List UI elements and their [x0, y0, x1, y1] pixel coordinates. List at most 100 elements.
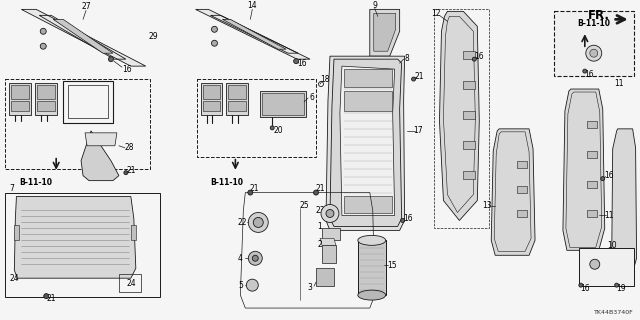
Bar [587, 151, 596, 158]
Text: 16: 16 [604, 171, 614, 180]
Text: 28: 28 [124, 143, 134, 152]
Bar [14, 225, 19, 240]
Polygon shape [340, 66, 395, 215]
Text: 6: 6 [310, 93, 314, 102]
Text: 25: 25 [300, 201, 309, 210]
Circle shape [248, 251, 262, 265]
Text: 3: 3 [308, 283, 312, 292]
Text: FR.: FR. [588, 9, 610, 22]
Polygon shape [53, 19, 113, 53]
Text: 17: 17 [413, 126, 422, 135]
Text: 29: 29 [149, 32, 159, 41]
Text: 16: 16 [297, 59, 307, 68]
Text: 5: 5 [238, 281, 243, 290]
Circle shape [579, 283, 583, 287]
Text: 18: 18 [320, 75, 330, 84]
Text: 21: 21 [415, 72, 424, 81]
Text: 24: 24 [10, 274, 19, 283]
Text: 20: 20 [273, 126, 283, 135]
Polygon shape [374, 13, 396, 51]
Text: 16: 16 [584, 69, 594, 79]
Bar [12, 85, 29, 99]
Circle shape [248, 212, 268, 232]
Bar [5, 79, 150, 169]
Bar [322, 228, 340, 240]
Circle shape [248, 190, 253, 195]
Polygon shape [612, 129, 637, 272]
Circle shape [314, 190, 319, 195]
Circle shape [590, 259, 600, 269]
Polygon shape [81, 131, 119, 180]
Text: 11: 11 [604, 211, 614, 220]
Bar [316, 268, 334, 286]
Text: 14: 14 [248, 1, 257, 10]
Bar [344, 196, 392, 213]
Circle shape [211, 26, 218, 32]
Bar [463, 51, 476, 59]
Bar [322, 245, 336, 263]
Bar [358, 240, 386, 295]
Circle shape [124, 171, 128, 175]
Text: 10: 10 [607, 241, 616, 250]
Text: 4: 4 [238, 254, 243, 263]
Text: 13: 13 [483, 201, 492, 210]
Polygon shape [196, 9, 310, 59]
Bar [344, 69, 392, 87]
Polygon shape [440, 12, 479, 220]
Bar [517, 211, 527, 218]
Bar [68, 85, 108, 118]
Bar [200, 83, 223, 115]
Bar [228, 101, 246, 111]
Text: 16: 16 [580, 284, 589, 293]
Bar [202, 85, 220, 99]
Bar [202, 101, 220, 111]
Circle shape [44, 294, 49, 299]
Bar [35, 83, 57, 115]
Polygon shape [326, 56, 404, 230]
Bar [344, 91, 392, 111]
Text: 8: 8 [404, 54, 409, 63]
Bar [517, 161, 527, 168]
Bar [587, 180, 596, 188]
Circle shape [270, 126, 274, 130]
Circle shape [40, 28, 46, 34]
Text: 21: 21 [250, 184, 259, 193]
Bar [463, 111, 476, 119]
Circle shape [583, 69, 587, 73]
Circle shape [401, 219, 404, 222]
Circle shape [586, 45, 602, 61]
Bar [587, 254, 609, 274]
Circle shape [253, 218, 263, 228]
Polygon shape [21, 9, 146, 66]
Text: 7: 7 [10, 184, 14, 193]
Bar [463, 141, 476, 149]
Polygon shape [330, 59, 402, 227]
Bar [10, 83, 31, 115]
Circle shape [211, 40, 218, 46]
Text: B-11-10: B-11-10 [577, 19, 611, 28]
Bar [5, 193, 160, 297]
Text: 1: 1 [317, 222, 323, 231]
Text: B-11-10: B-11-10 [211, 178, 243, 187]
Bar [262, 93, 304, 115]
Circle shape [412, 77, 415, 81]
Circle shape [40, 43, 46, 49]
Polygon shape [492, 129, 535, 255]
Text: 21: 21 [126, 166, 136, 175]
Text: 16: 16 [122, 65, 132, 74]
Text: 22: 22 [237, 218, 247, 227]
Bar [463, 81, 476, 89]
Text: 9: 9 [372, 1, 377, 10]
Text: 16: 16 [474, 52, 484, 61]
Text: 21: 21 [316, 184, 324, 193]
Bar [463, 171, 476, 179]
Text: 23: 23 [315, 206, 325, 215]
Bar [228, 85, 246, 99]
Text: 21: 21 [47, 293, 56, 303]
Bar [119, 274, 141, 292]
Circle shape [601, 177, 605, 180]
Polygon shape [85, 133, 117, 146]
Circle shape [614, 283, 619, 287]
Circle shape [252, 255, 259, 261]
Circle shape [590, 49, 598, 57]
